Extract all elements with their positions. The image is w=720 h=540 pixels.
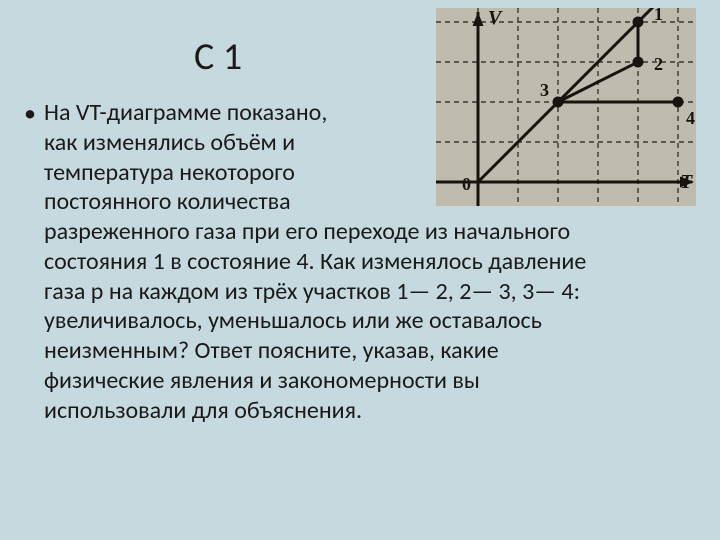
bullet-row: • На VT-диаграмме показано,как изменялис…: [24, 98, 684, 425]
paragraph-line: увеличивалось, уменьшалось или же остава…: [44, 306, 586, 336]
paragraph-line: как изменялись объём и: [44, 128, 586, 158]
svg-text:2: 2: [654, 54, 663, 74]
paragraph-line: неизменным? Ответ поясните, указав, каки…: [44, 336, 586, 366]
slide-title: С 1: [194, 34, 242, 80]
body-text: • На VT-диаграмме показано,как изменялис…: [24, 98, 684, 425]
paragraph-line: постоянного количества: [44, 187, 586, 217]
paragraph-line: физические явления и закономерности вы: [44, 366, 586, 396]
slide: С 1 1234VT0 • На VT-диаграмме показано,к…: [0, 0, 720, 540]
svg-text:V: V: [488, 8, 503, 29]
paragraph-line: На VT-диаграмме показано,: [44, 98, 586, 128]
paragraph-line: температура некоторого: [44, 158, 586, 188]
svg-text:1: 1: [654, 8, 663, 24]
paragraph-line: состояния 1 в состояние 4. Как изменялос…: [44, 247, 586, 277]
svg-text:4: 4: [686, 108, 695, 128]
paragraph-line: использовали для объяснения.: [44, 396, 586, 426]
paragraph-line: разреженного газа при его переходе из на…: [44, 217, 586, 247]
paragraph: На VT-диаграмме показано,как изменялись …: [44, 98, 586, 425]
svg-text:3: 3: [540, 80, 549, 100]
bullet-dot: •: [24, 98, 44, 129]
paragraph-line: газа p на каждом из трёх участков 1— 2, …: [44, 277, 586, 307]
